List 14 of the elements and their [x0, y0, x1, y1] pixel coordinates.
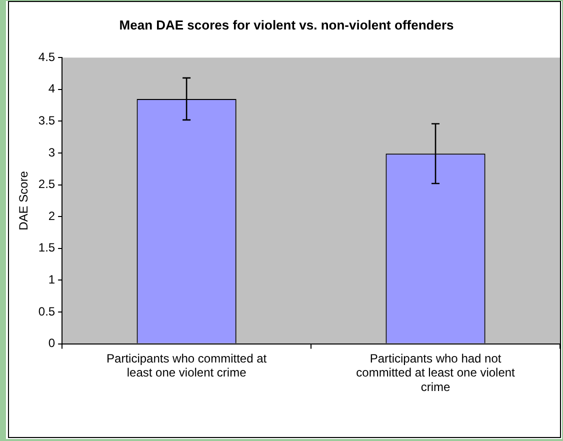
y-tick-label: 4.5 — [38, 50, 56, 64]
y-tick-label: 2 — [48, 208, 56, 223]
x-tick-label: Participants who committed at least one violent crime — [106, 351, 268, 380]
y-tick-label: 0.5 — [38, 304, 56, 318]
y-tick-label: 2.5 — [38, 177, 56, 192]
y-tick-label: 1.5 — [38, 240, 56, 255]
y-tick-label: 4 — [48, 82, 56, 96]
y-tick-label: 1 — [48, 272, 56, 287]
y-tick-label: 0 — [48, 336, 56, 350]
y-tick-label: 3 — [48, 145, 56, 160]
y-tick-label: 3.5 — [38, 114, 56, 128]
y-axis-title: DAE Score — [16, 170, 31, 230]
x-tick-label: Participants who had not committed at least one violent crime — [356, 351, 516, 394]
chart-title: Mean DAE scores for violent vs. non-violent offenders — [119, 17, 454, 32]
